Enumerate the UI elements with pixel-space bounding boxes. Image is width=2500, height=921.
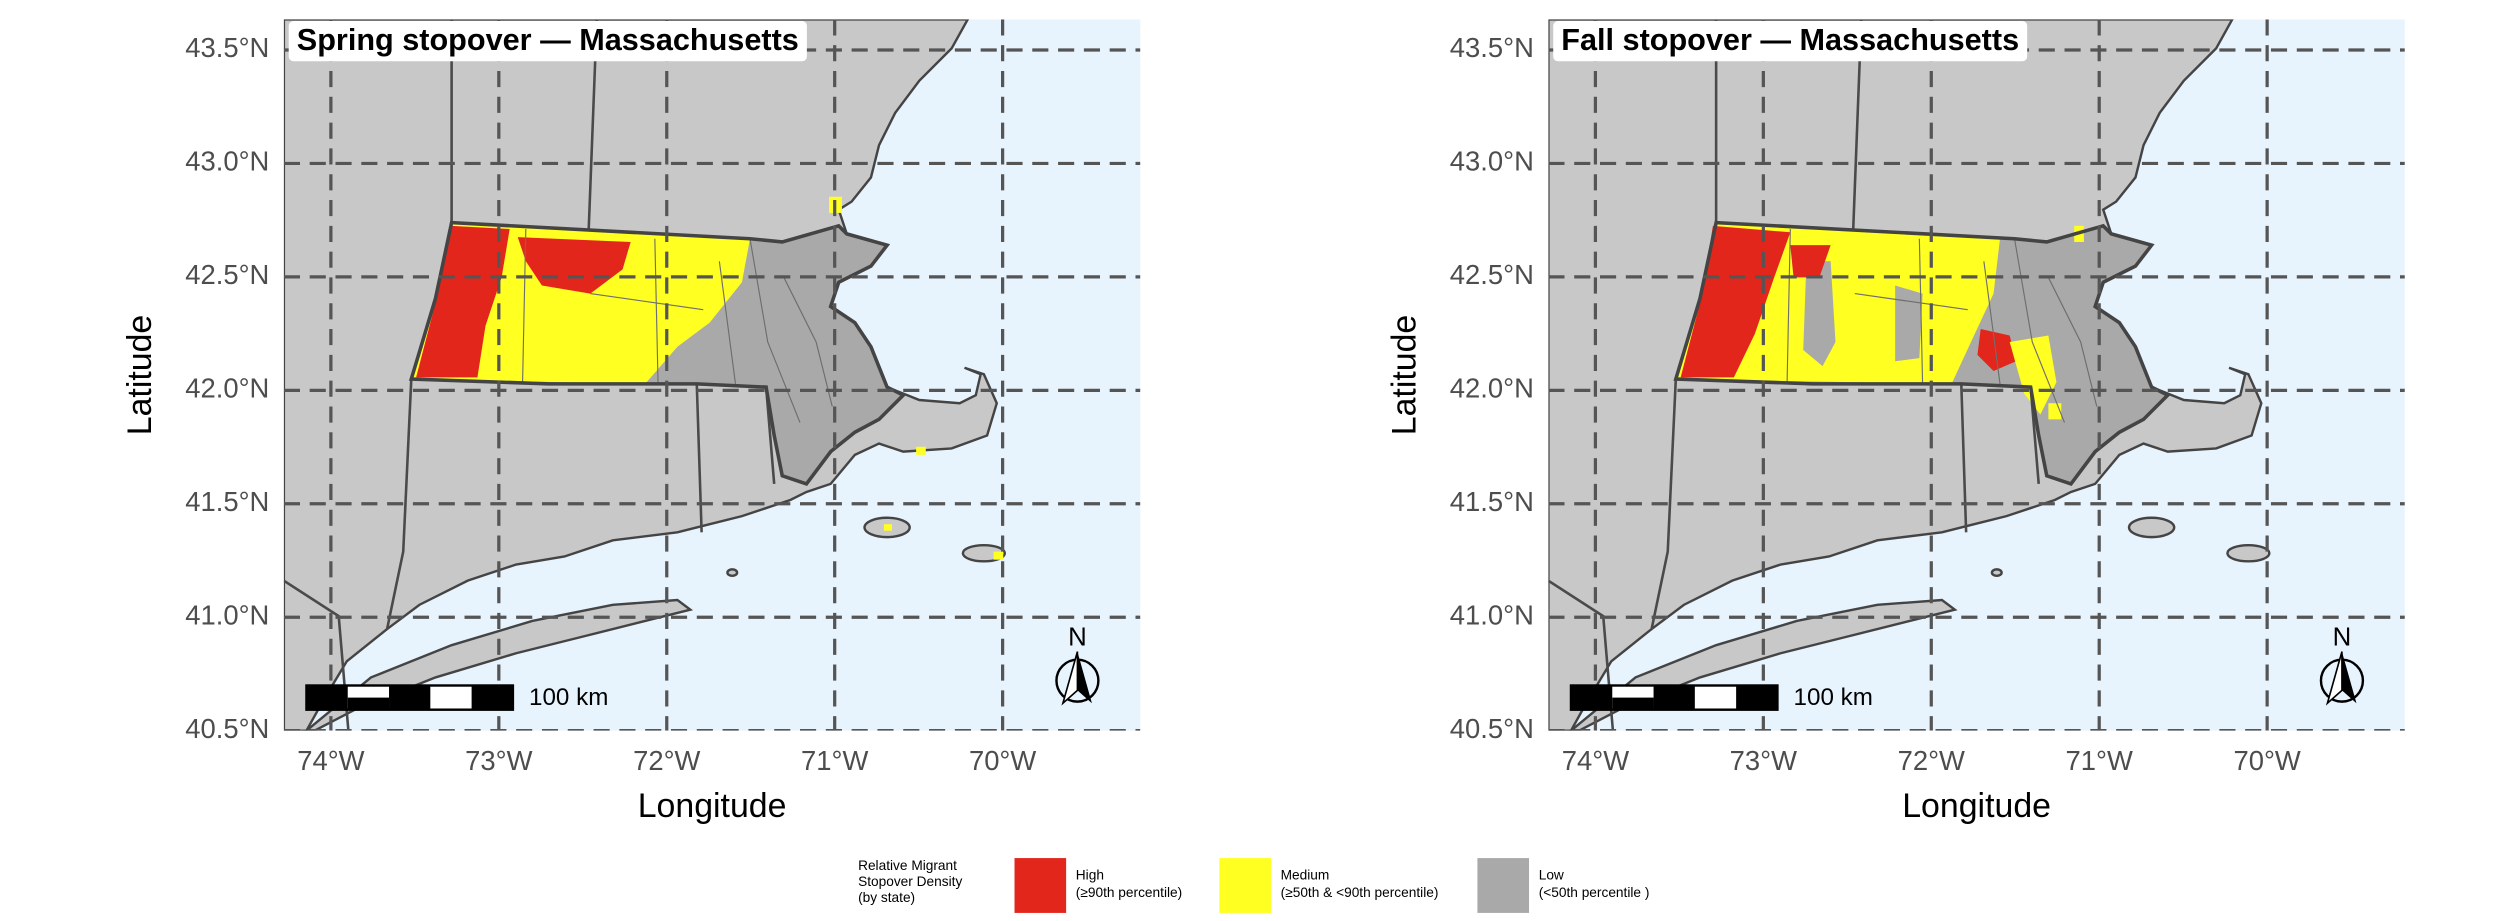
legend-detail: (<50th percentile )	[1539, 885, 1650, 900]
x-tick-label: 73°W	[1730, 745, 1797, 776]
x-tick-label: 70°W	[969, 745, 1036, 776]
legend-title: Stopover Density	[858, 874, 962, 889]
north-label: N	[2333, 624, 2352, 652]
map-panel: 74°W 73°W 72°W 71°W 70°W 40.5°N 41.0°N 41.5°N 42…	[121, 19, 1141, 825]
x-tick-label: 74°W	[297, 745, 364, 776]
legend-title: (by state)	[858, 890, 915, 905]
y-tick-label: 42.0°N	[1450, 373, 1534, 404]
x-tick-label: 70°W	[2233, 745, 2300, 776]
density-patch	[2048, 403, 2062, 420]
north-arrow	[2319, 651, 2365, 706]
density-patch	[2009, 335, 2057, 415]
y-axis-title: Latitude	[121, 315, 159, 436]
panel-title: Spring stopover — Massachusetts	[297, 23, 799, 57]
x-tick-label: 71°W	[801, 745, 868, 776]
legend-detail: (≥50th & <90th percentile)	[1281, 885, 1439, 900]
x-axis-title: Longitude	[1902, 787, 2051, 825]
y-tick-label: 41.0°N	[1450, 599, 1534, 630]
x-tick-label: 71°W	[2066, 745, 2133, 776]
panel-title: Fall stopover — Massachusetts	[1561, 23, 2019, 57]
density-patch	[517, 237, 631, 294]
legend-swatch	[1219, 858, 1271, 913]
density-patch	[993, 551, 1004, 560]
legend-label: Low	[1539, 867, 1564, 882]
density-patch	[1803, 261, 1836, 367]
scale-bar	[1569, 684, 1779, 711]
y-tick-label: 41.5°N	[1450, 486, 1534, 517]
density-patch	[883, 524, 892, 531]
scale-label: 100 km	[1794, 684, 1873, 711]
legend-swatch	[1014, 858, 1067, 913]
y-axis-title: Latitude	[1385, 315, 1423, 436]
scale-label: 100 km	[529, 684, 608, 711]
y-tick-label: 43.5°N	[185, 32, 269, 63]
legend-label: High	[1076, 867, 1104, 882]
legend-title: Relative Migrant	[858, 858, 957, 873]
y-tick-label: 43.0°N	[185, 146, 269, 177]
y-tick-label: 41.5°N	[185, 486, 269, 517]
map-panel: 74°W 73°W 72°W 71°W 70°W 40.5°N 41.0°N 41.5°N 42…	[1385, 19, 2405, 825]
title-background	[1553, 20, 2028, 62]
y-tick-label: 42.5°N	[1450, 259, 1534, 290]
x-tick-label: 72°W	[633, 745, 700, 776]
x-axis-title: Longitude	[638, 787, 787, 825]
y-tick-label: 41.0°N	[185, 599, 269, 630]
scale-bar	[305, 684, 515, 711]
density-patch	[416, 225, 510, 378]
density-patch	[1977, 329, 2017, 371]
y-tick-label: 42.5°N	[185, 259, 269, 290]
y-tick-label: 43.5°N	[1450, 32, 1534, 63]
legend-detail: (≥90th percentile)	[1076, 885, 1182, 900]
x-tick-label: 72°W	[1898, 745, 1965, 776]
axis-ticks: 74°W 73°W 72°W 71°W 70°W 40.5°N 41.0°N 41.5°N 42…	[121, 32, 1037, 825]
axis-ticks: 74°W 73°W 72°W 71°W 70°W 40.5°N 41.0°N 41.5°N 42…	[1385, 32, 2301, 825]
y-tick-label: 42.0°N	[185, 373, 269, 404]
north-arrow	[1055, 651, 1100, 706]
legend-label: Medium	[1281, 867, 1330, 882]
density-patch	[916, 446, 926, 455]
x-tick-label: 73°W	[465, 745, 532, 776]
y-tick-label: 43.0°N	[1450, 146, 1534, 177]
legend: Relative Migrant Stopover Density (by st…	[858, 858, 1649, 913]
north-label: N	[1068, 624, 1087, 652]
y-tick-label: 40.5°N	[185, 713, 269, 744]
title-background	[288, 20, 807, 62]
legend-swatch	[1477, 858, 1530, 913]
y-tick-label: 40.5°N	[1450, 713, 1534, 744]
density-patch	[1790, 245, 1831, 278]
density-patch	[1895, 285, 1923, 362]
x-tick-label: 74°W	[1562, 745, 1629, 776]
